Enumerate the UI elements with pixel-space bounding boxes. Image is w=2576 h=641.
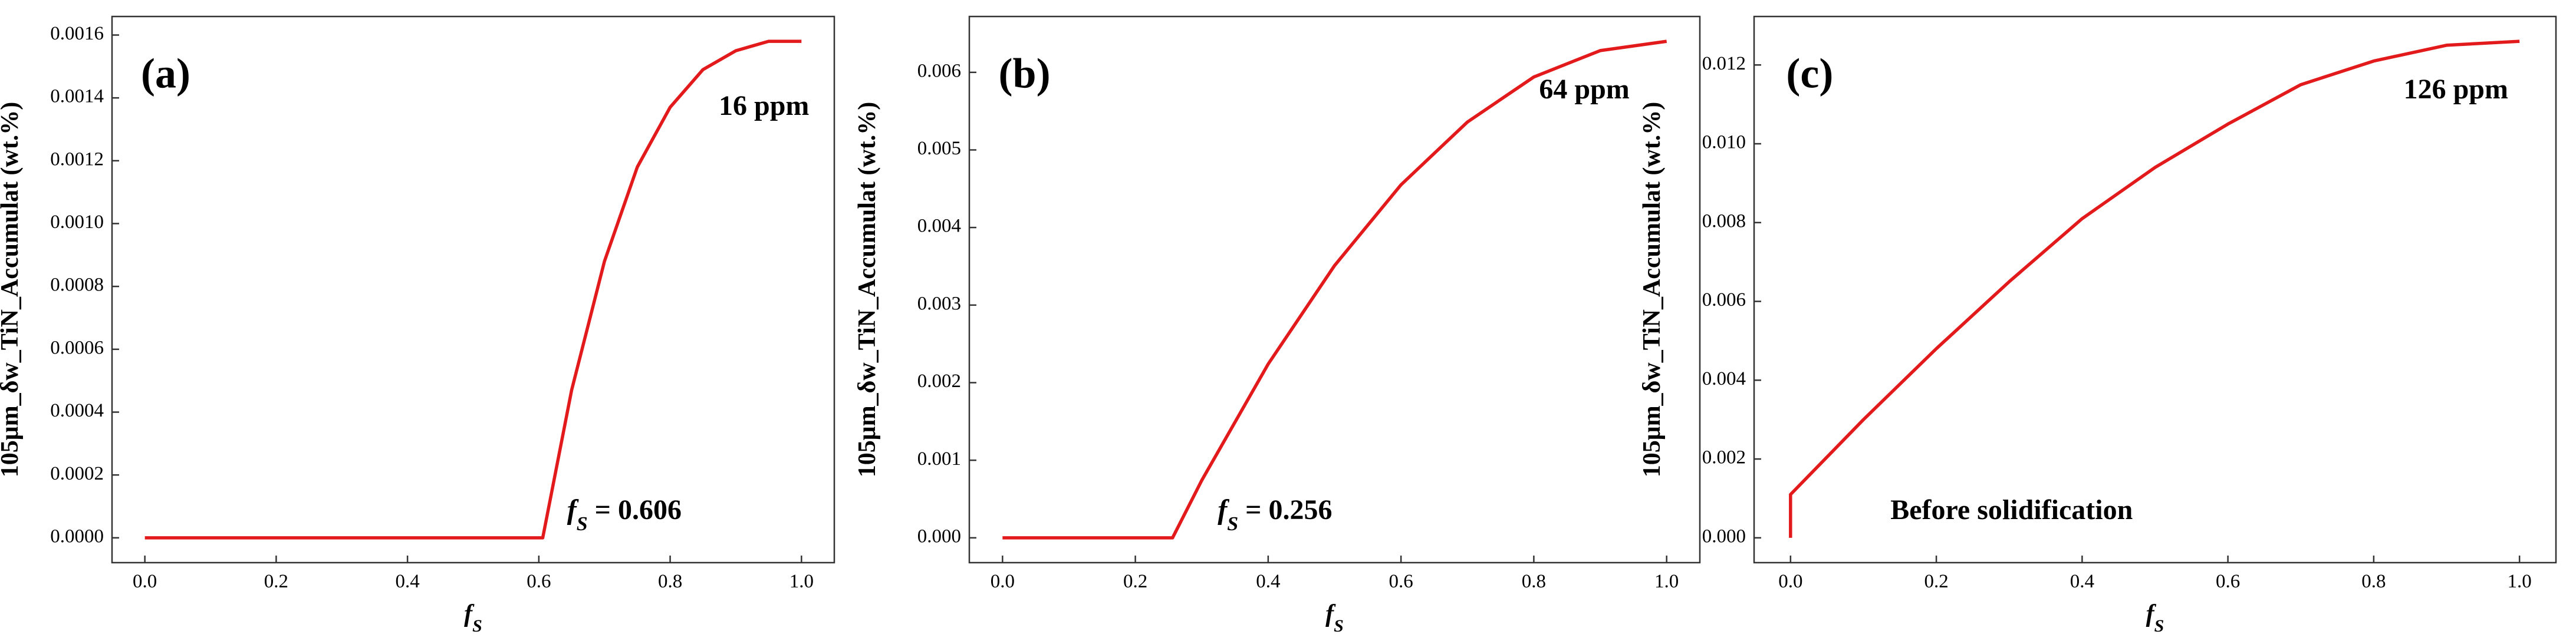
axes-frame: [111, 15, 835, 564]
y-tick-label: 0.000: [917, 526, 961, 547]
annotation: 126 ppm: [2404, 74, 2508, 105]
x-tick-label: 0.0: [133, 571, 157, 592]
annotation-symbol: f: [1218, 494, 1229, 526]
y-tick-label: 0.005: [917, 138, 961, 159]
x-label-symbol: f: [1325, 600, 1336, 627]
y-tick-label: 0.0012: [50, 148, 104, 170]
y-tick-label: 0.0004: [50, 400, 104, 421]
x-tick-label: 0.8: [1522, 571, 1546, 592]
y-tick-label: 0.000: [1702, 526, 1746, 547]
annotation-sub: S: [577, 513, 588, 534]
y-tick-label: 0.0000: [50, 526, 104, 547]
x-tick-label: 0.6: [527, 571, 551, 592]
annotation: (b): [999, 50, 1051, 97]
annotation: (a): [141, 50, 190, 97]
y-tick-label: 0.001: [917, 448, 961, 470]
x-tick-label: 0.8: [658, 571, 682, 592]
x-label-symbol: f: [2146, 600, 2157, 627]
y-tick-label: 0.0010: [50, 212, 104, 233]
y-tick-label: 0.008: [1702, 210, 1746, 232]
x-tick-label: 0.4: [2070, 571, 2094, 592]
annotation-sub: S: [1227, 513, 1238, 534]
x-tick-label: 0.2: [264, 571, 288, 592]
x-tick-label: 0.0: [991, 571, 1015, 592]
x-tick-label: 1.0: [789, 571, 814, 592]
annotation: fS = 0.606: [567, 494, 682, 535]
y-tick-label: 0.010: [1702, 132, 1746, 153]
y-tick-label: 0.004: [917, 216, 961, 237]
panel: 0.00000.00020.00040.00060.00080.00100.00…: [0, 15, 835, 636]
y-axis-label: 105μm_δw_TiN_Accumulat (wt.%): [1639, 102, 1666, 477]
y-tick-label: 0.002: [917, 371, 961, 392]
y-tick-label: 0.0002: [50, 463, 104, 484]
x-label-sub: S: [1334, 616, 1344, 636]
y-tick-label: 0.006: [917, 60, 961, 81]
x-tick-label: 0.4: [396, 571, 420, 592]
annotation: fS = 0.256: [1218, 494, 1332, 535]
x-label-sub: S: [2154, 616, 2164, 636]
x-tick-label: 0.8: [2361, 571, 2386, 592]
data-line: [1002, 39, 1667, 540]
data-line: [144, 39, 802, 540]
y-tick-label: 0.0014: [50, 86, 104, 107]
annotation: Before solidification: [1890, 494, 2133, 526]
x-tick-label: 0.0: [1778, 571, 1802, 592]
x-axis-label: fS: [1325, 600, 1344, 636]
y-tick-label: 0.0006: [50, 337, 104, 358]
x-tick-label: 1.0: [1654, 571, 1679, 592]
axes-frame: [968, 15, 1701, 564]
panel: 0.000 0.002 0.004 0.006 0.008 0.010 0.012 0.0 0.…: [1639, 15, 2557, 636]
x-tick-label: 1.0: [2508, 571, 2532, 592]
y-tick-label: 0.012: [1702, 53, 1746, 74]
x-axis-label: fS: [2146, 600, 2164, 636]
x-axis-label: fS: [464, 600, 482, 636]
annotation-text: = 0.606: [595, 494, 682, 526]
x-tick-label: 0.2: [1924, 571, 1948, 592]
y-tick-label: 0.006: [1702, 289, 1746, 310]
annotation: 64 ppm: [1539, 74, 1629, 105]
x-tick-label: 0.2: [1123, 571, 1147, 592]
y-axis-label: 105μm_δw_TiN_Accumulat (wt.%): [854, 102, 881, 477]
annotation-symbol: f: [567, 494, 579, 526]
x-label-sub: S: [472, 616, 482, 636]
y-axis-label: 105μm_δw_TiN_Accumulat (wt.%): [0, 102, 24, 477]
y-tick-label: 0.0016: [50, 23, 104, 44]
y-tick-label: 0.003: [917, 293, 961, 314]
y-tick-label: 0.002: [1702, 447, 1746, 468]
y-tick-label: 0.0008: [50, 275, 104, 296]
axes-frame: [1753, 15, 2557, 564]
annotation-text: = 0.256: [1245, 494, 1332, 526]
x-label-symbol: f: [464, 600, 475, 627]
y-tick-label: 0.004: [1702, 368, 1746, 389]
annotation: (c): [1786, 50, 1833, 97]
annotation: 16 ppm: [719, 90, 809, 121]
x-tick-label: 0.6: [2216, 571, 2240, 592]
panel: 0.000 0.001 0.002 0.003 0.004 0.005 0.006 0.0 0.…: [854, 15, 1701, 636]
x-tick-label: 0.4: [1256, 571, 1280, 592]
data-line: [1789, 39, 2520, 538]
x-tick-label: 0.6: [1389, 571, 1413, 592]
